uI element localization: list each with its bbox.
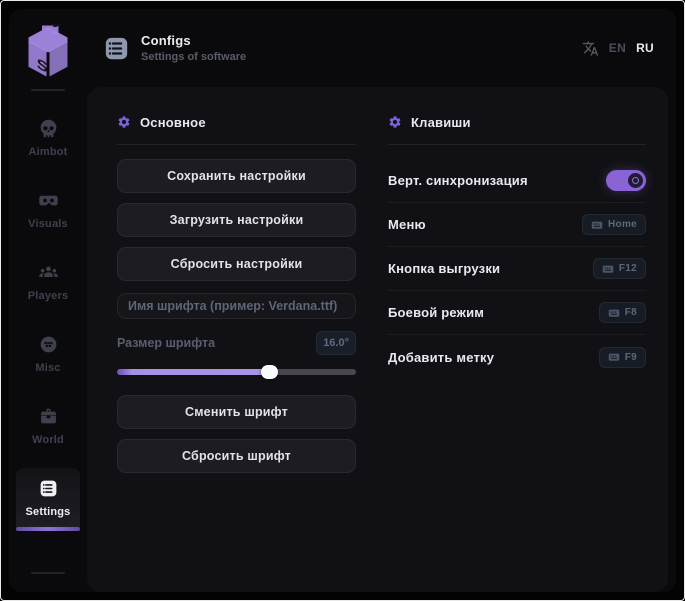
keybind-value: F12	[618, 263, 637, 274]
section-keys: Клавиши Верт. синхронизация Меню	[388, 113, 646, 572]
sidebar-item-label: Visuals	[28, 218, 68, 230]
sidebar-item-label: Misc	[35, 362, 61, 374]
goggles-icon	[38, 195, 58, 206]
toggle-knob	[628, 173, 643, 188]
slider-thumb[interactable]	[260, 365, 278, 379]
font-name-input[interactable]	[117, 293, 356, 319]
sidebar-item-players[interactable]: Players	[16, 252, 80, 311]
key-row-label: Кнопка выгрузки	[388, 261, 501, 276]
slider-fill	[117, 369, 270, 375]
key-row-label: Боевой режим	[388, 305, 485, 320]
gear-icon	[389, 116, 401, 128]
topbar: Configs Settings of software EN RU	[87, 9, 676, 87]
lang-ru-button[interactable]: RU	[636, 41, 654, 55]
section-title-general: Основное	[140, 114, 206, 130]
vsync-toggle[interactable]	[606, 170, 646, 191]
sidebar-item-label: World	[32, 434, 64, 446]
reset-font-button[interactable]: Сбросить шрифт	[117, 439, 356, 473]
keybind-value: F8	[624, 307, 637, 318]
section-divider	[117, 144, 356, 145]
page-subtitle: Settings of software	[141, 51, 247, 63]
combat-keybind-button[interactable]: F8	[598, 302, 646, 323]
keyboard-icon	[608, 309, 619, 317]
section-divider	[388, 144, 646, 145]
configs-icon	[105, 37, 128, 59]
skull-icon	[40, 119, 56, 138]
svg-text:G: G	[52, 24, 65, 33]
change-font-button[interactable]: Сменить шрифт	[117, 395, 356, 429]
case-icon	[40, 408, 56, 424]
sidebar-item-aimbot[interactable]: Aimbot	[16, 108, 80, 167]
language-icon	[582, 40, 599, 56]
key-row-unload: Кнопка выгрузки F12	[388, 247, 646, 291]
sidebar-item-label: Aimbot	[28, 146, 68, 158]
key-row-label: Верт. синхронизация	[388, 173, 528, 188]
key-row-label: Добавить метку	[388, 349, 495, 365]
reset-settings-button[interactable]: Сбросить настройки	[117, 247, 356, 281]
section-general: Основное Сохранить настройки Загрузить н…	[117, 113, 356, 572]
keyboard-icon	[608, 353, 619, 361]
app-window: S G Aimbot Visuals Play	[9, 9, 676, 592]
lang-en-button[interactable]: EN	[608, 41, 627, 55]
keybind-value: F9	[624, 351, 637, 363]
key-row-vsync: Верт. синхронизация	[388, 159, 646, 203]
keyboard-icon	[602, 265, 614, 273]
sidebar-item-misc[interactable]: Misc	[16, 324, 80, 383]
menu-keybind-button[interactable]: Home	[582, 214, 646, 235]
load-settings-button[interactable]: Загрузить настройки	[117, 203, 356, 237]
sidebar-nav: Aimbot Visuals Players	[9, 95, 87, 531]
save-settings-button[interactable]: Сохранить настройки	[117, 159, 356, 193]
page-title: Configs	[141, 33, 191, 48]
sidebar-divider-bottom	[31, 572, 65, 574]
keybind-value: Home	[608, 219, 637, 230]
key-row-marker: Добавить метку F9	[388, 335, 646, 379]
sidebar-item-visuals[interactable]: Visuals	[16, 180, 80, 239]
section-title-keys: Клавиши	[411, 114, 471, 130]
svg-text:S: S	[37, 56, 48, 77]
sidebar-item-label: Players	[27, 290, 69, 302]
gear-icon	[118, 116, 130, 128]
unload-keybind-button[interactable]: F12	[592, 258, 646, 279]
app-logo: S G	[24, 23, 72, 81]
key-row-label: Меню	[388, 217, 426, 232]
content-area: Configs Settings of software EN RU	[87, 9, 676, 592]
list-icon	[40, 480, 56, 497]
cube-logo-icon: S G	[28, 24, 68, 77]
sidebar: S G Aimbot Visuals Play	[9, 9, 87, 592]
font-size-slider[interactable]	[117, 365, 356, 379]
settings-panel: Основное Сохранить настройки Загрузить н…	[87, 87, 668, 592]
font-size-row: Размер шрифта 16.0°	[117, 331, 356, 355]
sidebar-item-world[interactable]: World	[16, 396, 80, 455]
font-size-label: Размер шрифта	[117, 336, 216, 350]
keyboard-icon	[591, 221, 603, 229]
sidebar-item-label: Settings	[25, 506, 71, 518]
key-row-combat: Боевой режим F8	[388, 291, 646, 335]
sidebar-item-settings[interactable]: Settings	[16, 468, 80, 531]
key-row-menu: Меню Home	[388, 203, 646, 247]
misc-icon	[40, 336, 56, 353]
players-icon	[38, 266, 58, 278]
font-size-value-badge: 16.0°	[316, 331, 356, 355]
sidebar-divider-top	[31, 89, 65, 91]
marker-keybind-button[interactable]: F9	[598, 346, 646, 368]
